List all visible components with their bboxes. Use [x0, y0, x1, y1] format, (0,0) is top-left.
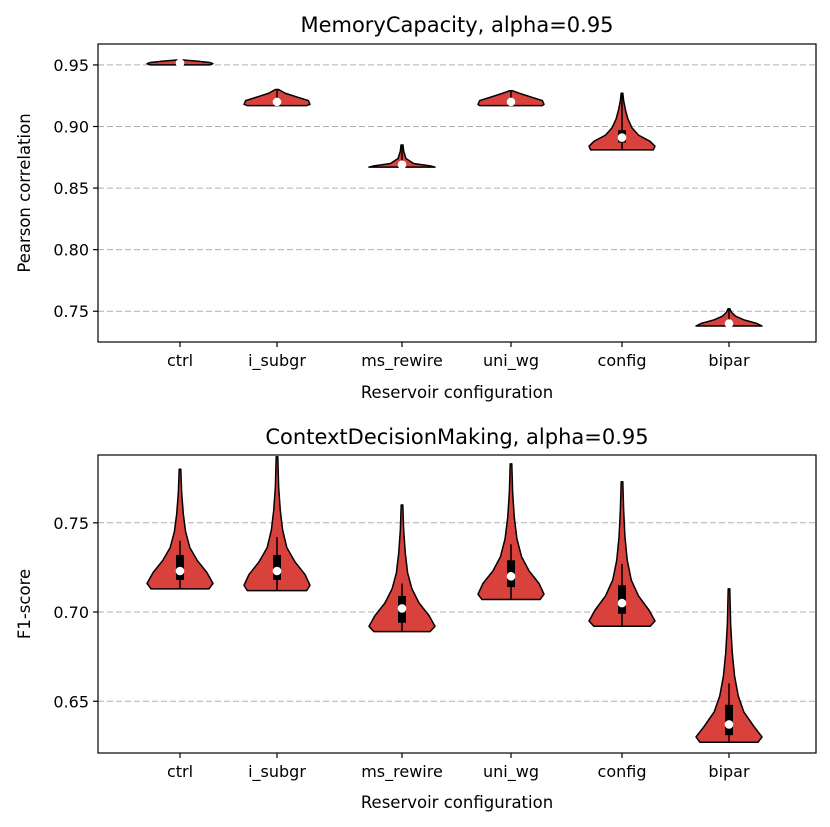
violin-median-dot — [724, 720, 734, 729]
x-tick-label: i_subgr — [248, 762, 306, 782]
x-tick-label: ms_rewire — [361, 351, 443, 371]
violin-body — [243, 456, 311, 592]
plot-frame — [97, 43, 817, 343]
x-tick-label: config — [598, 762, 647, 781]
violin-median-dot — [617, 598, 627, 608]
violin-median-dot — [617, 133, 627, 142]
violin-median-dot — [272, 97, 282, 107]
violin-median-dot — [724, 319, 734, 328]
y-tick-label: 0.65 — [53, 692, 89, 711]
x-axis-label: Reservoir configuration — [361, 383, 553, 402]
violin-median-dot — [397, 160, 407, 169]
y-tick-label: 0.90 — [53, 118, 89, 137]
y-tick-label: 0.95 — [53, 56, 89, 75]
x-tick-label: bipar — [708, 762, 750, 781]
violin-body — [146, 468, 214, 590]
memory-capacity-panel: MemoryCapacity, alpha=0.95 0.75 0.80 0.85 0… — [15, 13, 817, 402]
violin-median-dot — [506, 572, 516, 581]
y-axis-label: F1-score — [15, 569, 34, 639]
x-tick-label: ctrl — [167, 762, 193, 781]
violin-median-dot — [175, 566, 185, 576]
y-tick-label: 0.75 — [53, 302, 89, 321]
violin-iqr-box — [725, 704, 733, 736]
context-decision-making-panel: ContextDecisionMaking, alpha=0.95 0.65 0.… — [15, 425, 817, 812]
x-tick-label: i_subgr — [248, 351, 306, 371]
x-tick-label: ctrl — [167, 351, 193, 370]
violin-body — [588, 481, 656, 628]
violin-body — [695, 588, 763, 744]
chart-title: ContextDecisionMaking, alpha=0.95 — [265, 425, 648, 449]
x-axis-label: Reservoir configuration — [361, 793, 553, 812]
y-tick-label: 0.70 — [53, 603, 89, 622]
y-tick-label: 0.80 — [53, 241, 89, 260]
violin-body — [477, 463, 545, 601]
x-tick-label: config — [598, 351, 647, 370]
y-tick-label: 0.85 — [53, 179, 89, 198]
violin-median-dot — [397, 604, 407, 613]
violin-median-dot — [272, 566, 282, 576]
chart-title: MemoryCapacity, alpha=0.95 — [300, 13, 613, 37]
violin-body — [368, 504, 436, 633]
y-axis-label: Pearson correlation — [15, 113, 34, 272]
x-tick-label: uni_wg — [483, 351, 539, 371]
violin-median-dot — [506, 97, 516, 107]
y-tick-label: 0.75 — [53, 514, 89, 533]
plot-frame — [97, 454, 817, 754]
violin-median-dot — [175, 58, 185, 68]
x-tick-label: bipar — [708, 351, 750, 370]
x-tick-label: uni_wg — [483, 762, 539, 782]
x-tick-label: ms_rewire — [361, 762, 443, 782]
